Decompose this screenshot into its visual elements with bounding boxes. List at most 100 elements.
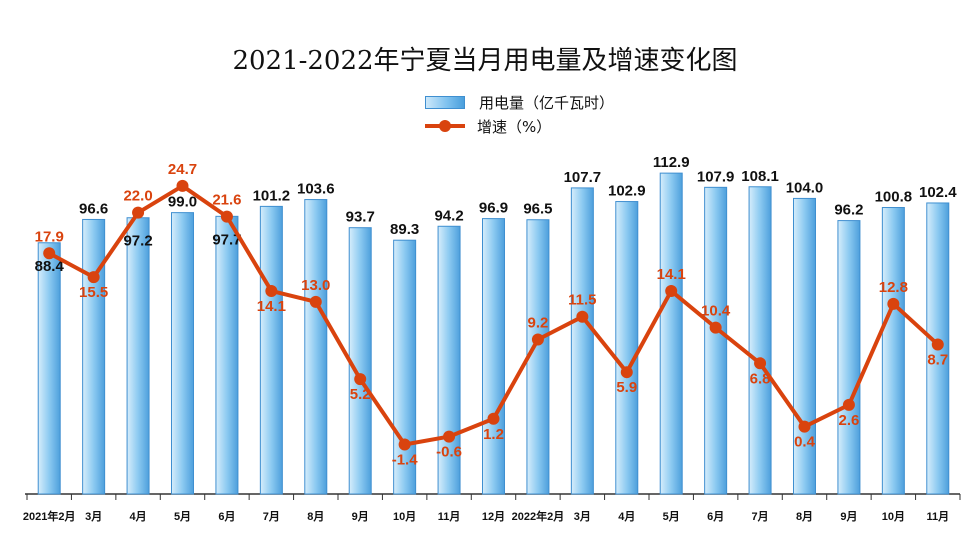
growth-value-label: 0.4	[794, 434, 816, 451]
bar-value-label: 93.7	[346, 209, 375, 226]
bar	[348, 227, 372, 495]
growth-point	[665, 284, 678, 297]
x-tick-label: 8月	[307, 510, 324, 523]
bar-value-label: 96.2	[834, 202, 863, 219]
bar	[259, 205, 283, 495]
bar-value-label: 97.7	[212, 231, 241, 248]
bar-value-label: 97.2	[123, 233, 152, 250]
bar-value-label: 112.9	[653, 154, 690, 171]
x-tick-label: 4月	[130, 510, 147, 523]
growth-value-label: 13.0	[301, 277, 330, 294]
growth-point	[176, 179, 189, 192]
growth-point	[842, 398, 855, 411]
x-tick-label: 3月	[85, 510, 102, 523]
bar-value-label: 108.1	[741, 168, 779, 185]
growth-value-label: -1.4	[392, 452, 419, 469]
x-tick-label: 12月	[482, 510, 505, 523]
growth-point	[443, 430, 456, 443]
growth-point	[309, 295, 322, 308]
bar-value-label: 101.2	[253, 187, 291, 204]
growth-point	[265, 284, 278, 297]
growth-value-label: 8.7	[927, 351, 948, 368]
bar	[837, 220, 861, 495]
growth-value-label: 2.6	[838, 412, 859, 429]
growth-value-label: 14.1	[257, 298, 286, 315]
growth-value-label: 12.8	[879, 279, 908, 296]
x-tick-label: 6月	[218, 510, 235, 523]
x-tick-label: 5月	[663, 510, 680, 523]
x-tick-label: 11月	[438, 510, 461, 523]
bar	[437, 225, 461, 495]
growth-value-label: 11.5	[568, 292, 596, 309]
x-tick-label: 2021年2月	[23, 509, 76, 523]
bar	[304, 199, 328, 495]
bar	[37, 242, 61, 495]
legend-label-growth: 增速（%）	[477, 117, 552, 136]
growth-value-label: 22.0	[123, 188, 152, 205]
growth-point	[531, 333, 544, 346]
growth-point	[398, 438, 411, 451]
x-tick-label: 9月	[352, 510, 369, 523]
growth-value-label: 5.2	[350, 386, 371, 403]
x-tick-label: 4月	[618, 510, 635, 523]
x-tick-label: 3月	[574, 510, 591, 523]
bar-value-label: 107.9	[697, 168, 735, 185]
growth-value-label: 15.5	[79, 284, 108, 301]
legend: 用电量（亿千瓦时） 增速（%）	[425, 90, 614, 138]
chart-title: 2021-2022年宁夏当月用电量及增速变化图	[232, 46, 738, 76]
legend-item-consumption: 用电量（亿千瓦时）	[425, 90, 614, 114]
growth-point	[709, 321, 722, 334]
bar-value-label: 99.0	[168, 194, 197, 211]
x-tick-label: 7月	[752, 510, 769, 523]
bar	[659, 172, 683, 495]
growth-value-label: 17.9	[35, 228, 64, 245]
growth-value-label: -0.6	[436, 444, 462, 461]
bar-value-label: 96.9	[479, 200, 508, 217]
bar	[215, 215, 239, 495]
bar	[171, 212, 194, 495]
x-tick-label: 7月	[263, 510, 280, 523]
growth-point	[887, 297, 900, 310]
growth-value-label: 1.2	[483, 426, 504, 443]
growth-value-label: 14.1	[657, 266, 686, 283]
growth-value-label: 9.2	[527, 314, 548, 331]
legend-label-consumption: 用电量（亿千瓦时）	[479, 93, 615, 112]
legend-item-growth: 增速（%）	[425, 114, 614, 138]
bar-value-label: 96.6	[79, 200, 108, 217]
x-tick-label: 8月	[796, 510, 813, 523]
x-tick-label: 10月	[393, 510, 416, 523]
growth-value-label: 5.9	[616, 379, 637, 396]
x-tick-label: 2022年2月	[512, 509, 565, 523]
bar	[704, 186, 728, 495]
bar	[126, 217, 150, 495]
growth-point	[43, 247, 56, 260]
bar	[615, 201, 639, 495]
x-tick-label: 5月	[174, 510, 191, 523]
growth-point	[931, 338, 944, 351]
legend-line-swatch	[425, 119, 465, 133]
growth-point	[487, 412, 500, 425]
bar	[82, 218, 106, 495]
growth-point	[354, 373, 367, 386]
growth-point	[220, 210, 233, 223]
bar	[482, 218, 505, 495]
growth-point	[620, 366, 633, 379]
growth-point	[798, 420, 811, 433]
bar	[570, 187, 594, 495]
bar	[748, 186, 772, 495]
growth-point	[576, 310, 589, 323]
bar-value-label: 89.3	[390, 221, 419, 238]
legend-bar-swatch	[425, 95, 465, 109]
x-tick-label: 6月	[707, 510, 724, 523]
bar-value-label: 103.6	[297, 181, 335, 198]
bar	[393, 239, 417, 495]
bar-value-label: 102.9	[608, 183, 646, 200]
growth-point	[87, 271, 100, 284]
x-tick-label: 9月	[840, 510, 857, 523]
bar-value-label: 102.4	[919, 184, 957, 201]
bar	[881, 207, 905, 495]
growth-value-label: 21.6	[212, 192, 241, 209]
x-tick-label: 10月	[882, 510, 905, 523]
bar-value-label: 104.0	[786, 179, 824, 196]
